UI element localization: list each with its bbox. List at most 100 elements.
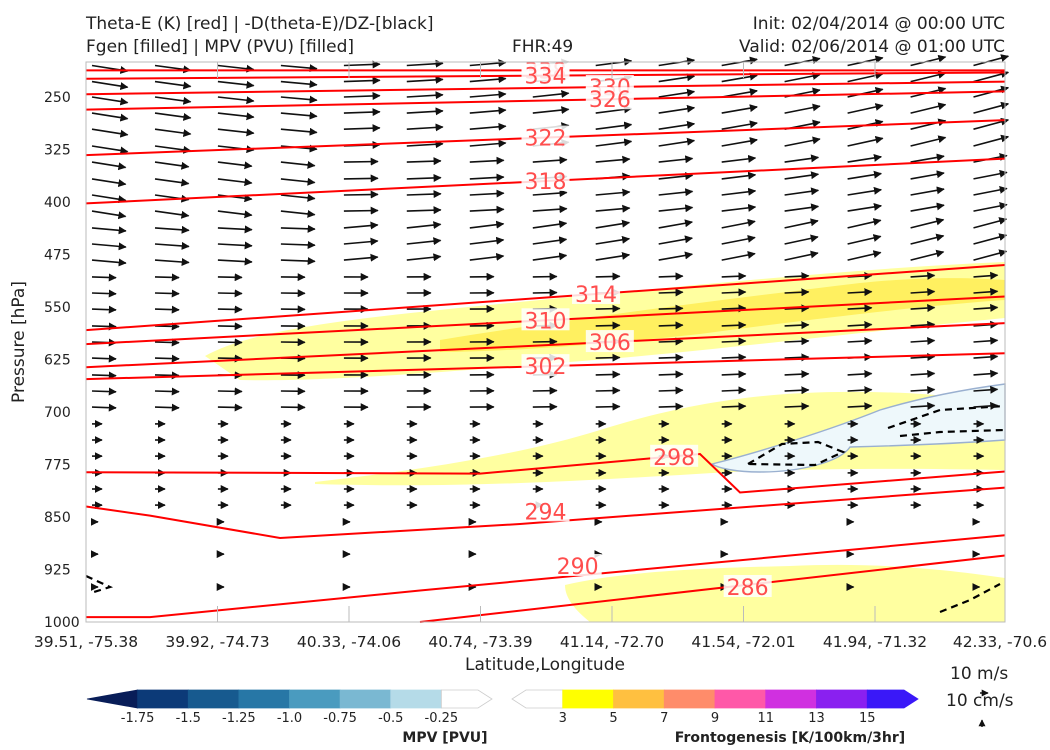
wind-vector [469,220,505,229]
wind-vector [910,186,945,196]
wind-vector [721,218,756,229]
wind-vector [658,172,694,181]
y-tick-label: 625 [44,353,71,369]
wind-vector [658,235,693,245]
wind-vector [280,111,318,120]
wind-vector [658,304,684,313]
wind-vector [343,237,379,246]
wind-vector [910,54,947,67]
wind-vector [847,250,882,261]
wind-vector [910,320,936,329]
wind-vector [343,108,381,117]
wind-vector [280,224,316,233]
wind-vector [910,102,947,114]
wind-vector [784,353,810,362]
mpv-colorbar-segment [440,689,493,709]
wind-vector [91,178,127,188]
wind-vector [154,387,180,396]
theta-e-contour-286 [419,554,1006,623]
wind-vector [847,320,873,329]
wind-vector [406,91,444,100]
wind-vector [973,101,1010,114]
theta-e-label-294: 294 [525,500,567,525]
wind-vector [343,60,381,69]
wind-vector [721,72,758,83]
theta-e-contour-330 [85,80,1006,96]
wind-vector [154,371,180,380]
y-tick-label: 1000 [44,615,80,631]
fgen-colorbar-segment [714,689,767,709]
wind-vector [217,178,253,187]
wind-vector [658,337,684,346]
wind-vector [847,186,882,196]
wind-vector [595,386,621,395]
mpv-colorbar-segment [86,689,139,709]
wind-vector [973,303,999,312]
wind-vector [595,304,621,313]
wind-vector [217,338,243,347]
wind-vector [154,338,180,347]
theta-e-contour-314 [85,264,1006,332]
wind-vector [154,128,192,138]
wind-vector [154,403,180,412]
wind-vector [973,385,999,394]
wind-vector [658,120,696,130]
wind-vector [847,71,884,83]
wind-vector [721,171,757,180]
wind-vector [658,272,684,281]
wind-vector [784,103,821,114]
wind-vector [784,171,820,180]
mpv-colorbar-tick-label: -0.25 [425,711,459,726]
wind-vector [217,289,243,298]
wind-vector [658,155,694,164]
x-tick-label: 41.94, -71.32 [823,633,927,651]
wind-vector [217,225,253,234]
wind-vector [406,206,442,215]
wind-vector [595,155,631,164]
fgen-region-low-level [315,391,1005,486]
wind-vector [784,218,819,229]
y-axis-title: Pressure [hPa] [9,281,29,403]
wind-vector [658,73,696,83]
wind-vector [217,354,243,363]
wind-vector [217,112,255,121]
wind-vector [154,289,180,298]
wind-vector [532,236,568,245]
y-tick-label: 700 [44,405,71,421]
wind-vector [910,153,945,163]
wind-vector [91,210,127,220]
x-tick-label: 39.92, -74.73 [165,633,269,651]
wind-vector [343,91,381,100]
wind-vector [91,403,117,412]
wind-vector [406,157,442,166]
wind-vector [595,204,631,213]
wind-vector [469,189,505,198]
wind-vector [784,203,820,212]
wind-vector [784,72,821,83]
wind-vector [532,205,568,214]
theta-e-label-290: 290 [557,555,599,580]
x-tick-label: 41.14, -72.70 [560,633,664,651]
theta-e-contour-326 [85,90,1006,111]
valid-time: Valid: 02/06/2014 @ 01:00 UTC [739,37,1005,57]
theta-e-label-326: 326 [589,88,631,113]
y-tick-label: 850 [44,510,71,526]
mpv-colorbar-tick-label: -1.25 [222,711,256,726]
dashed-contour-3 [899,428,1006,438]
wind-vector [154,96,192,105]
wind-vector [721,137,758,147]
wind-vector [973,70,1010,83]
wind-vector [721,370,747,379]
wind-vector [973,287,999,296]
wind-vector [658,188,694,197]
wind-vector [280,95,318,104]
wind-vector [217,96,255,105]
wind-vector [784,272,810,281]
fgen-core-mid-level [440,278,1005,352]
plot-frame [85,61,1006,623]
wind-vector [784,402,810,411]
wind-vector [469,156,505,165]
wind-vector [847,103,884,114]
wind-vector [217,322,243,331]
